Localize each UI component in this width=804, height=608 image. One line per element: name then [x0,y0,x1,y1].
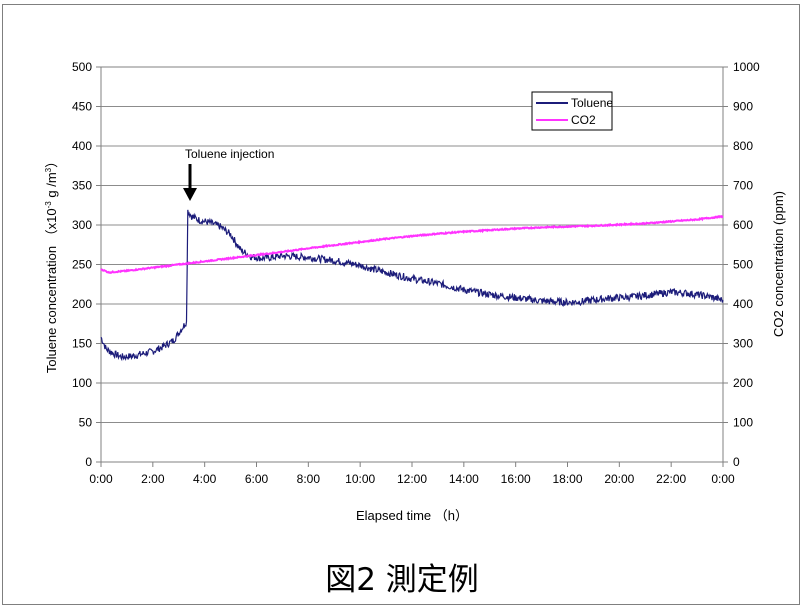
x-tick-label: 18:00 [552,472,582,486]
legend: Toluene CO2 [531,91,613,131]
y-left-tick-label: 500 [72,60,92,74]
y-right-tick-label: 0 [733,455,740,469]
x-axis-title: Elapsed time （h） [356,508,468,523]
x-tick-label: 16:00 [501,472,531,486]
y-left-tick-label: 100 [72,376,92,390]
y-right-tick-label: 900 [733,100,753,114]
y-left-title-sup: -3 [44,201,53,209]
series-line-toluene [100,209,724,362]
y-left-title-part: Toluene concentration （x10 [44,208,59,373]
series-layer [100,209,724,362]
x-tick-label: 10:00 [345,472,375,486]
y-left-tick-label: 400 [72,139,92,153]
y-right-tick-label: 300 [733,337,753,351]
x-tick-label: 22:00 [656,472,686,486]
y-right-tick-label: 400 [733,297,753,311]
y-left-title-part: g /m [44,172,59,201]
series-line-co2 [100,214,724,275]
y-right-tick-label: 700 [733,179,753,193]
y-right-tick-label: 100 [733,416,753,430]
x-tick-label: 0:00 [89,472,113,486]
x-tick-label: 2:00 [141,472,165,486]
y-left-tick-label: 250 [72,258,92,272]
annotation-arrow-head [183,188,197,201]
tick-labels: 0 0 50 100 100 200 150 300 200 400 250 500 300 600 350… [72,60,760,486]
legend-label-co2: CO2 [571,113,596,127]
x-tick-label: 6:00 [245,472,269,486]
y-axis-left-title: Toluene concentration （x10-3 g /m3） [44,155,59,373]
y-left-tick-label: 0 [85,455,92,469]
x-tick-label: 0:00 [711,472,735,486]
grid-lines [101,106,723,423]
legend-label-toluene: Toluene [571,96,613,110]
y-left-tick-label: 450 [72,100,92,114]
y-left-tick-label: 200 [72,297,92,311]
y-left-tick-label: 50 [79,416,93,430]
y-left-tick-label: 150 [72,337,92,351]
annotation-toluene-injection: Toluene injection [185,147,274,161]
x-tick-label: 14:00 [449,472,479,486]
legend-box [531,91,613,131]
y-right-tick-label: 600 [733,218,753,232]
x-tick-label: 8:00 [297,472,321,486]
y-right-tick-label: 200 [733,376,753,390]
y-left-tick-label: 350 [72,179,92,193]
x-tick-label: 12:00 [397,472,427,486]
y-axis-right-title: CO2 concentration (ppm) [771,191,786,337]
chart-frame [2,4,800,605]
figure-caption: 図2 測定例 [325,562,479,598]
y-right-tick-label: 800 [733,139,753,153]
y-left-tick-label: 300 [72,218,92,232]
y-left-title-sup: 3 [44,167,53,172]
y-right-tick-label: 500 [733,258,753,272]
y-left-title-part: ） [44,155,59,168]
x-tick-label: 20:00 [604,472,634,486]
x-tick-label: 4:00 [193,472,217,486]
y-right-tick-label: 1000 [733,60,760,74]
annotation-group: Toluene injection [183,147,274,201]
